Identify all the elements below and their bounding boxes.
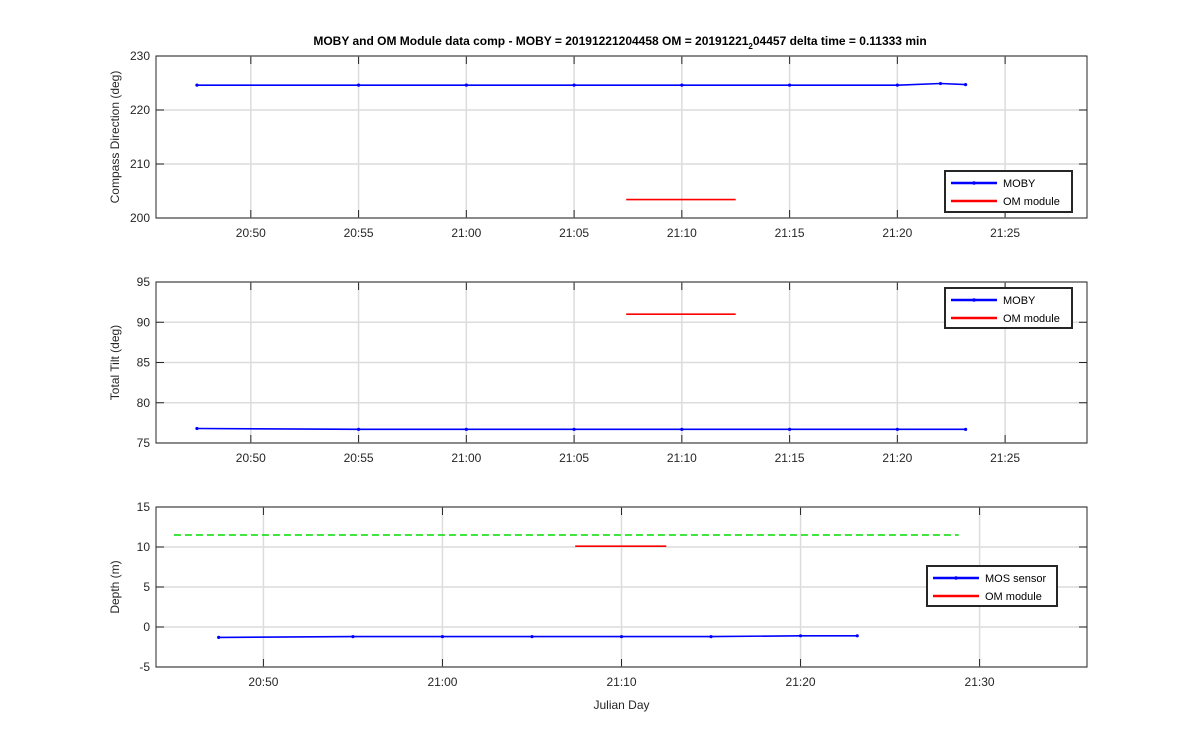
y-tick-label: 220 [130, 103, 150, 117]
title-main: MOBY and OM Module data comp - MOBY = 20… [313, 34, 748, 48]
legend-box [944, 170, 1073, 213]
series-moby-point [938, 81, 943, 86]
legend: MOS sensor OM module [926, 565, 1058, 607]
x-tick-label: 20:50 [236, 226, 266, 240]
series-mos-sensor-point [619, 635, 624, 639]
x-tick-label: 21:05 [559, 226, 589, 240]
legend-box [944, 287, 1073, 329]
series-moby-point [464, 83, 468, 87]
series-moby-point [195, 83, 199, 87]
series-moby-point [787, 427, 792, 431]
x-tick-label: 21:20 [882, 451, 912, 465]
x-tick-label: 21:25 [990, 226, 1020, 240]
x-tick-label: 21:15 [775, 226, 805, 240]
y-tick-label: 15 [137, 500, 151, 514]
title-subscript: 2 [748, 42, 753, 51]
y-tick-label: 85 [137, 356, 151, 370]
x-tick-label: 21:00 [427, 675, 457, 689]
x-tick-label: 20:50 [248, 675, 278, 689]
x-tick-label: 21:20 [882, 226, 912, 240]
axes-3: 20:50 21:00 21:10 21:20 21:30 -5 0 5 10 15 Depth (… [108, 500, 1088, 712]
series-moby-line [196, 427, 966, 431]
legend-entry-label: OM module [985, 591, 1042, 603]
y-tick-label: 200 [130, 211, 150, 225]
y-tick-label: 90 [137, 315, 151, 329]
y-tick-label: 210 [130, 157, 150, 171]
plot-area [156, 56, 1087, 218]
x-tick-label: 21:30 [965, 675, 995, 689]
title-tail: 04457 delta time = 0.11333 min [753, 34, 927, 48]
series-mos-sensor-point [217, 635, 221, 640]
x-tick-label: 20:55 [344, 226, 374, 240]
series-mos-sensor-point [440, 635, 445, 639]
x-tick-label: 21:10 [667, 451, 697, 465]
y-tick-label: 95 [137, 275, 151, 289]
x-tick-label: 21:05 [559, 451, 589, 465]
legend-swatch-marker [972, 298, 976, 302]
series-moby-point [356, 427, 361, 431]
series-moby-point [895, 427, 899, 431]
legend-entry-label: MOBY [1003, 295, 1036, 307]
y-tick-label: 5 [143, 580, 150, 594]
y-tick-label: -5 [139, 660, 150, 674]
legend-entry-label: MOBY [1003, 178, 1036, 190]
y-axis-label: Total Tilt (deg) [108, 325, 122, 400]
series-mos-sensor-point [798, 634, 803, 638]
series-moby-point [572, 83, 576, 87]
series-moby-point [195, 426, 199, 431]
axes-box [155, 281, 1088, 444]
series-moby-point [464, 427, 468, 431]
axes-box [155, 506, 1088, 668]
series-mos-sensor-point [855, 634, 859, 638]
axes-box [155, 55, 1088, 219]
legend: MOBY OM module [944, 287, 1073, 329]
series-moby-point [963, 427, 968, 431]
x-tick-label: 21:10 [606, 675, 636, 689]
x-tick-label: 20:50 [236, 451, 266, 465]
x-tick-label: 21:00 [451, 451, 481, 465]
axes-1: 20:50 20:55 21:00 21:05 21:10 21:15 21:20 21:25… [108, 49, 1088, 240]
x-tick-label: 21:00 [451, 226, 481, 240]
legend-entry-label: OM module [1003, 196, 1060, 208]
legend: MOBY OM module [944, 170, 1073, 213]
legend-box [926, 565, 1058, 607]
series-moby-point [787, 83, 792, 87]
series-mos-sensor-point [530, 635, 534, 639]
series-moby-point [963, 83, 968, 87]
x-tick-label: 21:25 [990, 451, 1020, 465]
x-axis-label: Julian Day [593, 698, 649, 712]
x-tick-label: 21:15 [775, 451, 805, 465]
y-tick-label: 10 [137, 540, 151, 554]
series-moby-point [680, 427, 684, 431]
series-mos-sensor-point [351, 635, 355, 639]
axes-2: 20:50 20:55 21:00 21:05 21:10 21:15 21:20 21:25… [108, 275, 1088, 465]
x-tick-label: 21:10 [667, 226, 697, 240]
legend-swatch-marker [954, 576, 958, 580]
y-tick-label: 0 [143, 620, 150, 634]
y-axis-label: Depth (m) [108, 560, 122, 613]
series-mos-sensor-line [218, 634, 858, 639]
y-tick-label: 80 [137, 396, 151, 410]
series-moby-point [356, 83, 361, 87]
y-tick-label: 230 [130, 49, 150, 63]
legend-entry-label: OM module [1003, 313, 1060, 325]
legend-entry-label: MOS sensor [985, 573, 1046, 585]
series-moby-point [680, 83, 684, 87]
x-tick-label: 20:55 [344, 451, 374, 465]
series-moby-point [895, 83, 899, 87]
figure-title: MOBY and OM Module data comp - MOBY = 20… [313, 34, 926, 51]
y-axis-label: Compass Direction (deg) [108, 71, 122, 204]
legend-swatch-marker [972, 181, 976, 185]
series-moby-point [572, 427, 576, 431]
series-mos-sensor-point [709, 635, 713, 639]
x-tick-label: 21:20 [786, 675, 816, 689]
y-tick-label: 75 [137, 436, 151, 450]
